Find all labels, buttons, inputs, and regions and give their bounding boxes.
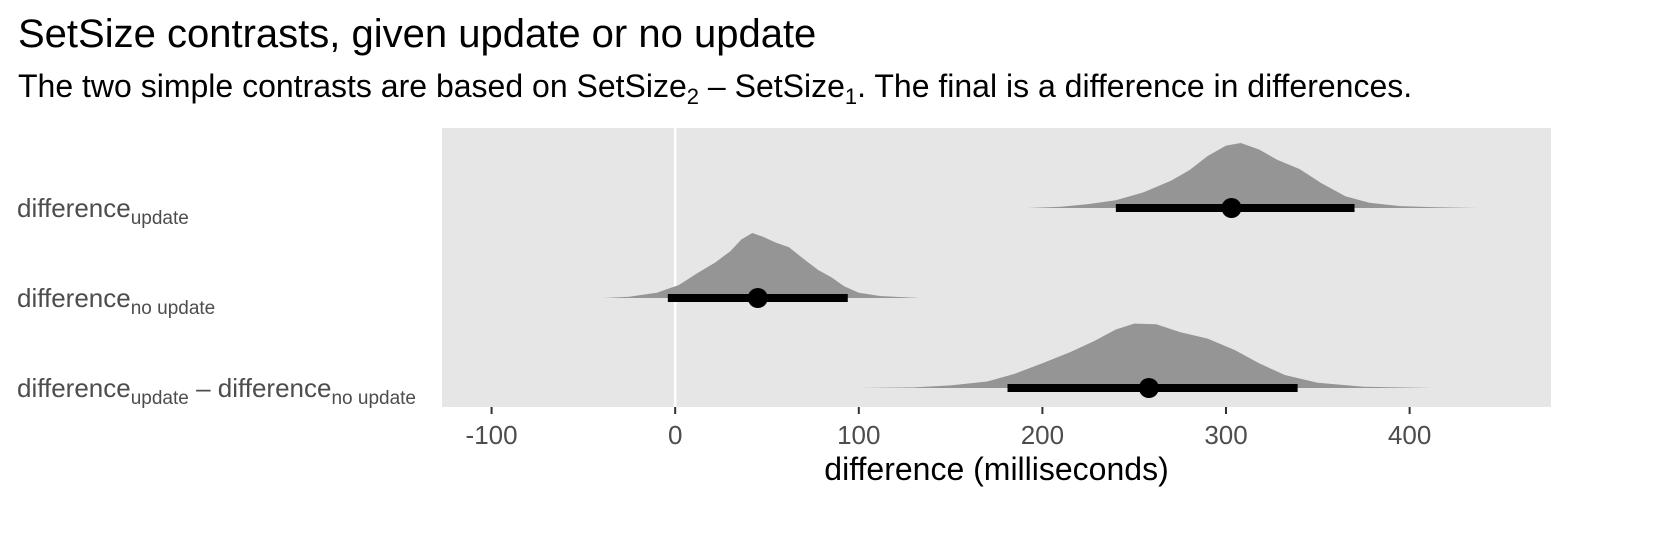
label-subscript: update (131, 388, 189, 409)
x-axis-title: difference (milliseconds) (824, 451, 1168, 487)
subtitle-part: The two simple contrasts are based on Se… (18, 68, 687, 104)
y-tick-label: differenceno update (17, 283, 215, 319)
point-estimate-2 (747, 288, 768, 308)
plot-panel (442, 128, 1551, 407)
chart-marks (603, 143, 1478, 398)
subtitle-subscript: 1 (844, 84, 858, 109)
point-estimate-1 (1221, 198, 1242, 218)
label-base: difference (17, 283, 131, 313)
x-tick-label: 100 (837, 420, 880, 450)
x-tick-label: -100 (466, 420, 518, 450)
label-base: – difference (189, 373, 332, 403)
label-subscript: no update (331, 388, 416, 409)
x-axis: -100 0 100 200 300 400 (466, 407, 1431, 450)
chart-subtitle: The two simple contrasts are based on Se… (18, 68, 1413, 108)
subtitle-subscript: 2 (686, 84, 700, 109)
x-tick-label: 200 (1021, 420, 1064, 450)
label-subscript: update (131, 208, 189, 229)
point-estimate-3 (1138, 378, 1159, 398)
density-slab-2 (603, 233, 920, 298)
density-slab-1 (1027, 143, 1478, 208)
label-base: difference (17, 193, 131, 223)
subtitle-part: – SetSize (699, 68, 845, 104)
x-tick-label: 400 (1388, 420, 1431, 450)
density-slab-3 (858, 323, 1434, 388)
label-subscript: no update (131, 298, 216, 319)
chart-title: SetSize contrasts, given update or no up… (18, 12, 817, 56)
y-tick-label: differenceupdate – differenceno update (17, 373, 416, 409)
y-tick-label: differenceupdate (17, 193, 189, 229)
subtitle-part: . The final is a difference in differenc… (857, 68, 1413, 104)
x-tick-label: 0 (668, 420, 682, 450)
x-tick-label: 300 (1204, 420, 1247, 450)
label-base: difference (17, 373, 131, 403)
